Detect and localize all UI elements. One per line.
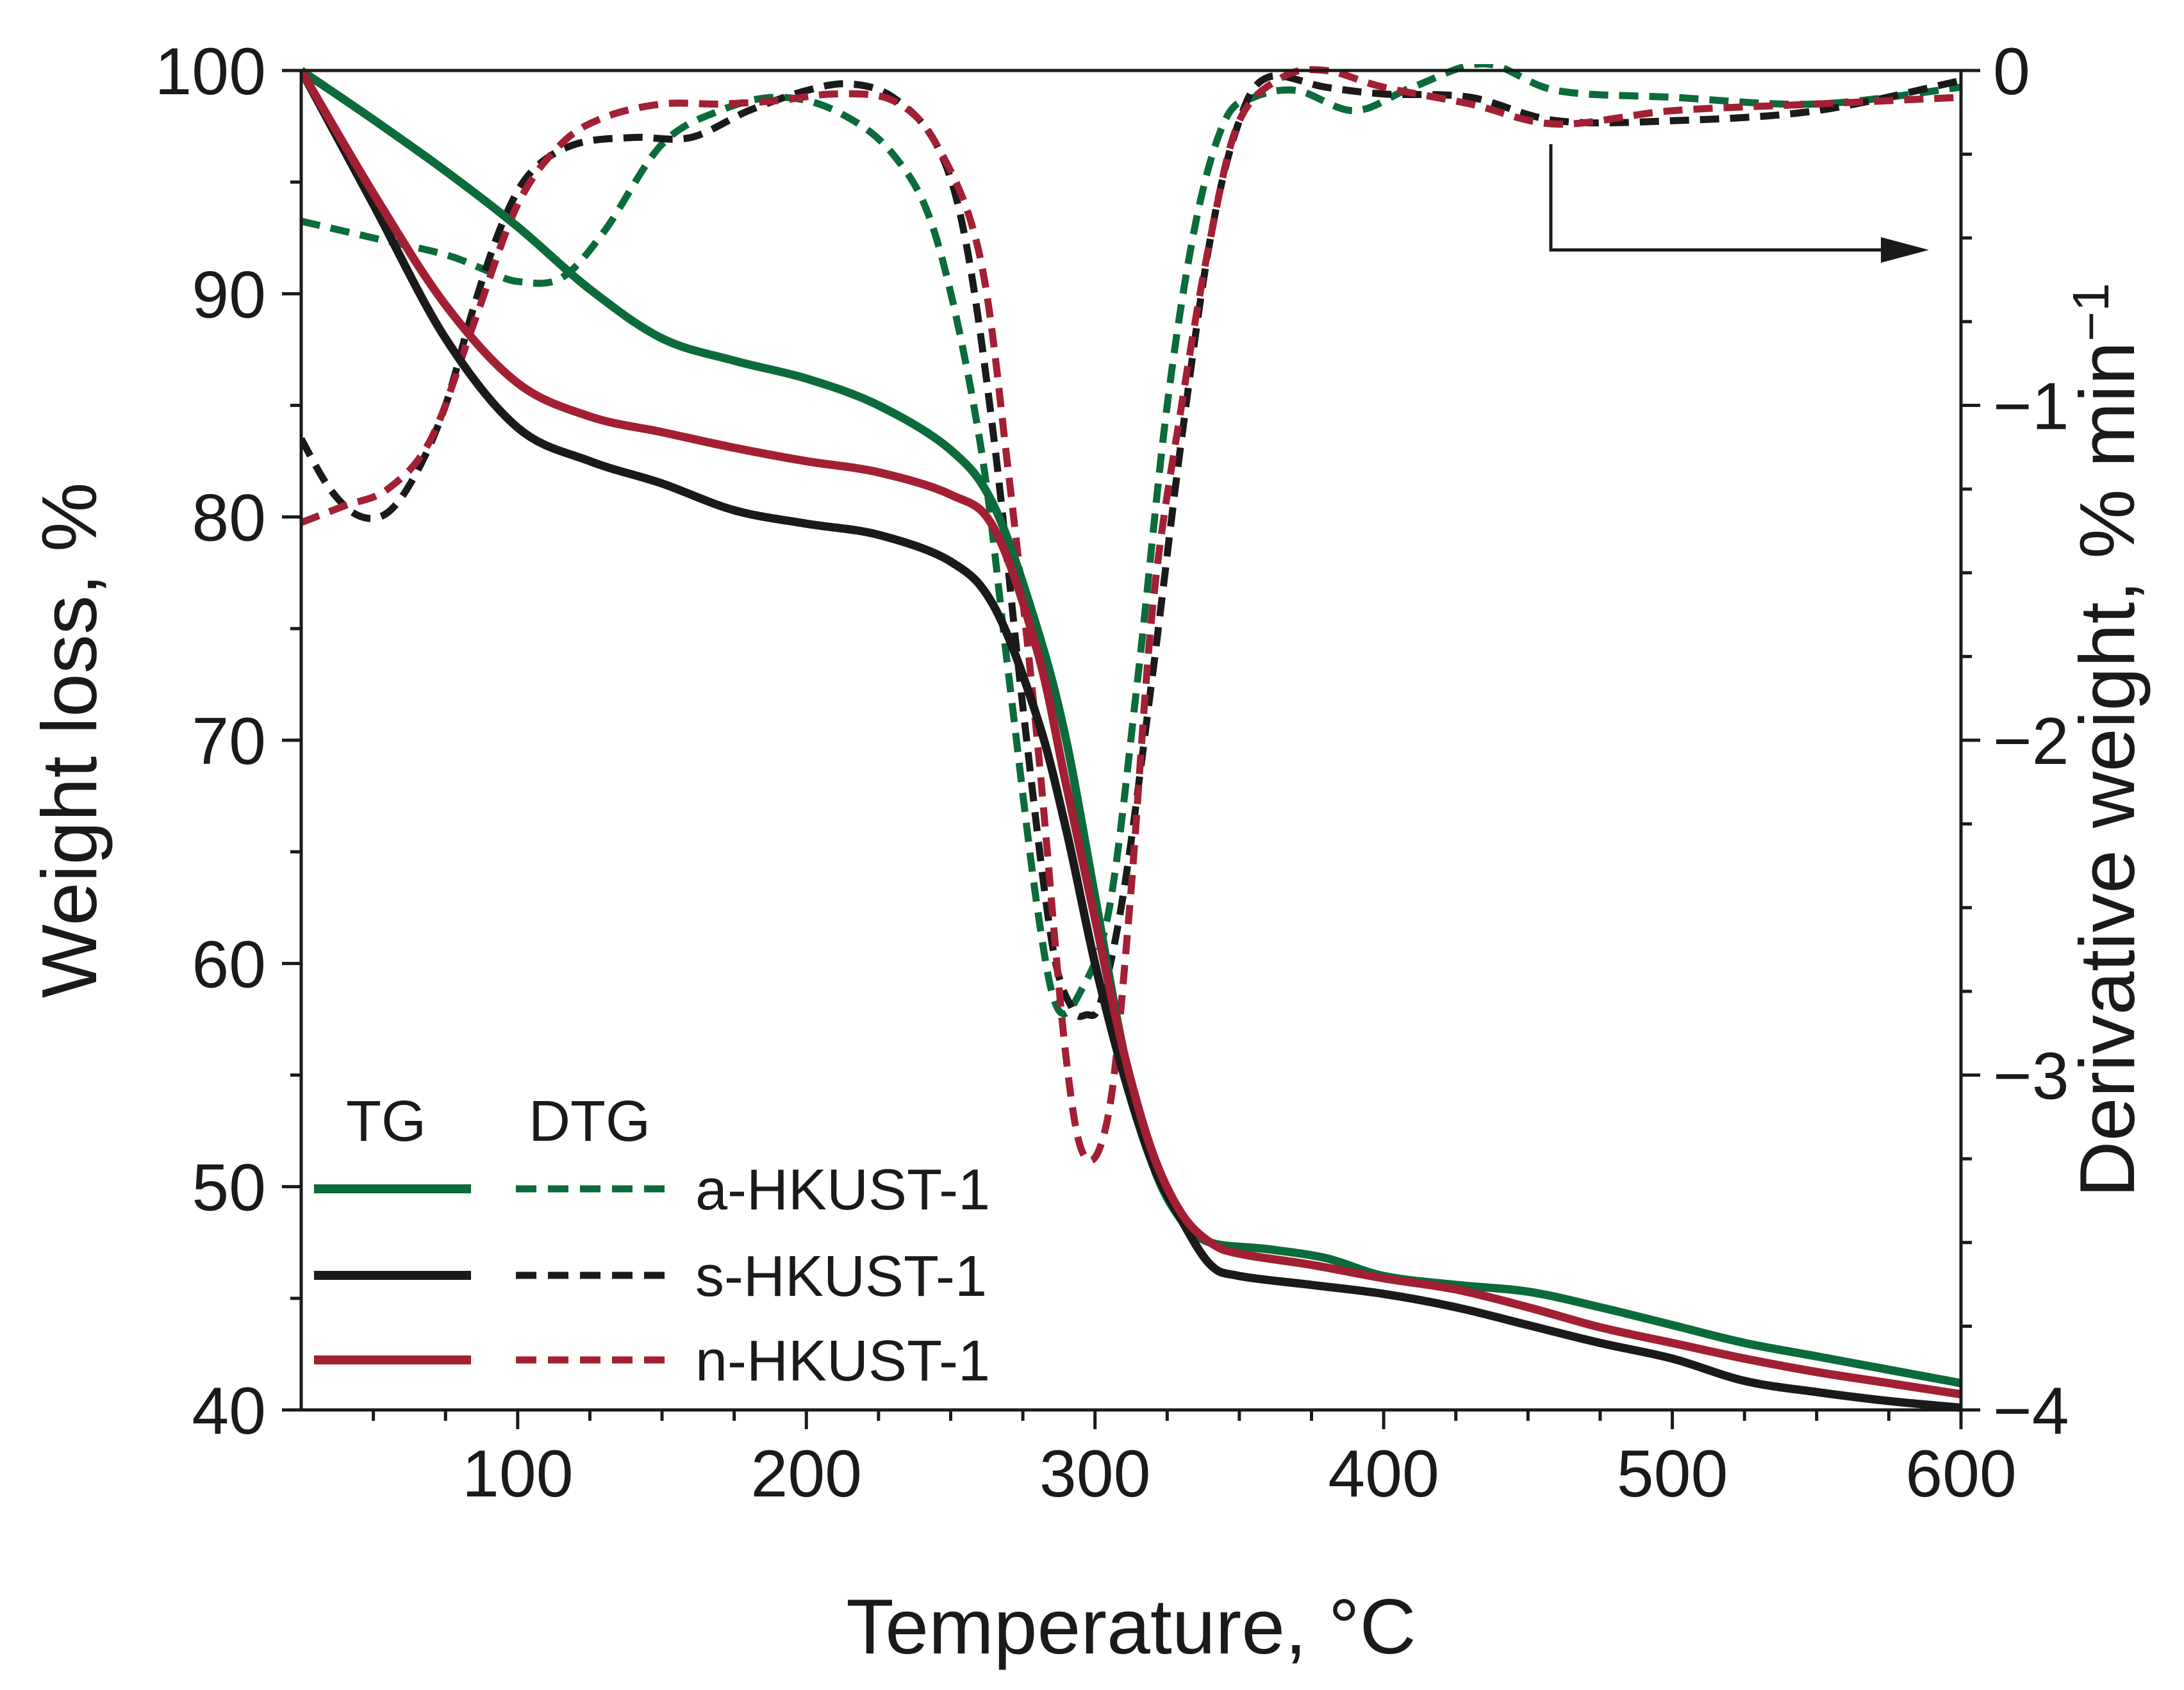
dtg-curve-n-HKUST-1: [301, 66, 1961, 1164]
y-left-axis-title: Weight loss, %: [26, 483, 113, 998]
legend-head-tg: TG: [346, 1089, 426, 1154]
y-right-axis-title-sup: −1: [2062, 283, 2119, 342]
dtg-curve-a-HKUST-1: [301, 64, 1961, 1018]
dtg-curve-s-HKUST-1: [301, 72, 1961, 1020]
tg-curve-s-HKUST-1: [301, 68, 1961, 1412]
plot-area: [301, 64, 1961, 1412]
x-tick-label: 100: [462, 1437, 574, 1511]
y-left-tick-label: 40: [192, 1374, 266, 1448]
arrow-head: [1881, 237, 1929, 263]
arrow-line: [1549, 144, 1913, 252]
legend: TG DTG a-HKUST-1 s-HKUST-1 n-HKUST-1: [314, 1089, 990, 1393]
x-axis-title: Temperature, °C: [846, 1583, 1416, 1670]
y-left-tick-label: 100: [154, 35, 266, 109]
ticks: 100 200 300 400 500 600 40 50 60 70 80 90 100 −4 −3 −2 −…: [154, 35, 2069, 1511]
y-left-tick-label: 70: [192, 704, 266, 779]
legend-head-dtg: DTG: [529, 1089, 650, 1154]
y-right-axis-title: Derivative weight, % min−1: [2062, 283, 2151, 1198]
y-right-tick-label: −3: [1993, 1040, 2069, 1114]
x-tick-label: 400: [1328, 1437, 1439, 1511]
tg-curve-n-HKUST-1: [301, 68, 1961, 1399]
right-axis-arrow: [1549, 144, 1929, 263]
legend-label-s: s-HKUST-1: [695, 1245, 987, 1309]
y-left-tick-label: 50: [192, 1151, 266, 1225]
x-tick-label: 500: [1617, 1437, 1728, 1511]
y-left-tick-label: 80: [192, 481, 266, 556]
y-right-tick-label: −2: [1993, 704, 2069, 779]
legend-label-a: a-HKUST-1: [695, 1158, 990, 1222]
y-right-axis-title-main: Derivative weight, % min: [2064, 342, 2151, 1198]
x-tick-label: 200: [750, 1437, 862, 1511]
y-left-tick-label: 60: [192, 927, 266, 1002]
y-right-tick-label: −4: [1993, 1374, 2069, 1448]
y-left-tick-label: 90: [192, 258, 266, 332]
y-right-tick-label: 0: [1993, 35, 2030, 109]
series-group: [301, 64, 1961, 1412]
legend-label-n: n-HKUST-1: [695, 1329, 990, 1393]
x-tick-label: 300: [1039, 1437, 1151, 1511]
x-tick-label: 600: [1905, 1437, 2017, 1511]
y-right-tick-label: −1: [1993, 370, 2069, 444]
